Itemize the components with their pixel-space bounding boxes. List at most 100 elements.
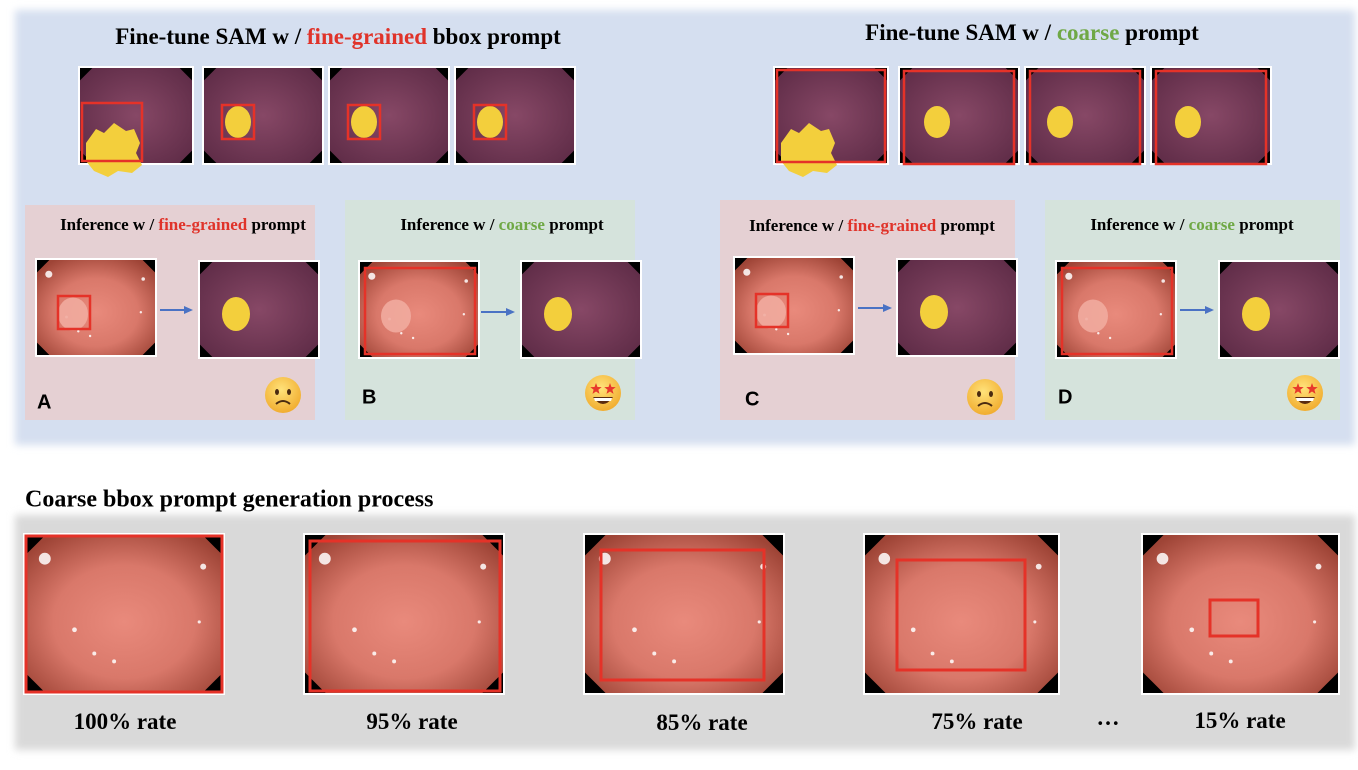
image-corner	[1143, 535, 1164, 556]
title-suffix: prompt	[1125, 20, 1199, 45]
image-corner	[627, 344, 640, 357]
specular	[477, 620, 481, 624]
endoscopy-image	[200, 262, 318, 357]
title-prefix: Inference w /	[749, 216, 844, 235]
image-corner	[305, 344, 318, 357]
endoscopy-image	[900, 68, 1018, 163]
polyp	[58, 297, 88, 331]
specular	[400, 332, 403, 335]
image-corner	[309, 68, 322, 81]
panel-title: Inference w / coarse prompt	[400, 215, 603, 235]
specular	[949, 659, 954, 664]
specular	[1209, 651, 1214, 656]
image-corner	[25, 672, 46, 693]
emoji	[265, 377, 301, 413]
image-corner	[456, 68, 469, 81]
specular	[112, 659, 117, 664]
mask-blob	[477, 106, 503, 138]
panel-label: D	[1058, 386, 1073, 409]
panel-label: C	[745, 388, 760, 411]
image-corner	[1057, 262, 1070, 275]
bbox	[80, 101, 144, 163]
endoscopy-image	[1026, 68, 1144, 163]
image-corner	[1220, 344, 1233, 357]
image-corner	[330, 68, 343, 81]
mask-blob	[225, 106, 251, 138]
image-corner	[305, 262, 318, 275]
image-corner	[1220, 262, 1233, 275]
emoji	[1287, 375, 1323, 411]
emoji-mouth	[275, 400, 291, 405]
endoscopy-image	[360, 262, 478, 357]
image-corner	[37, 342, 50, 355]
specular	[1097, 332, 1100, 335]
bbox	[775, 68, 887, 164]
title-prefix: Inference w /	[60, 215, 155, 234]
panel-label: A	[37, 391, 52, 414]
specular	[38, 552, 51, 565]
image-corner	[142, 260, 155, 273]
endoscopy-image	[456, 68, 574, 163]
emoji-teeth	[594, 398, 612, 401]
image-corner	[762, 672, 783, 693]
image-corner	[179, 68, 192, 81]
image-corner	[204, 150, 217, 163]
image-corner	[330, 150, 343, 163]
image-corner	[204, 68, 217, 81]
image-corner	[1317, 535, 1338, 556]
bbox	[472, 103, 508, 141]
bbox	[346, 103, 382, 141]
title-highlight: fine-grained	[158, 215, 248, 234]
arrow-head	[1205, 306, 1214, 314]
image-corner	[202, 535, 223, 556]
bbox	[24, 534, 224, 694]
title-prefix: Inference w /	[400, 215, 495, 234]
specular	[1159, 313, 1163, 316]
panel-title: Inference w / fine-grained prompt	[749, 216, 995, 236]
specular	[392, 659, 397, 664]
rate-label: 75% rate	[931, 709, 1023, 734]
endoscopy-image	[898, 260, 1016, 355]
endoscopy-image	[1143, 535, 1338, 693]
image-corner	[898, 342, 911, 355]
specular	[930, 651, 935, 656]
image-corner	[627, 262, 640, 275]
image-corner	[1037, 672, 1058, 693]
rate-label: 95% rate	[366, 709, 458, 734]
title-highlight: coarse	[498, 215, 545, 234]
ellipsis: …	[1096, 705, 1120, 730]
image-corner	[456, 150, 469, 163]
specular	[837, 309, 841, 312]
bbox	[56, 294, 92, 331]
image-corner	[202, 672, 223, 693]
specular	[1315, 563, 1322, 570]
mask-blob	[351, 106, 377, 138]
emoji-eye	[1292, 383, 1304, 394]
image-corner	[1143, 672, 1164, 693]
image-corner	[1037, 535, 1058, 556]
endoscopy-image	[204, 68, 322, 163]
polyp	[381, 299, 411, 333]
image-corner	[482, 672, 503, 693]
specular	[88, 334, 92, 338]
image-corner	[200, 262, 213, 275]
endoscopy-image	[305, 535, 503, 693]
specular	[1189, 627, 1195, 633]
specular	[197, 620, 201, 624]
bbox	[363, 266, 477, 356]
arrow-head	[506, 308, 515, 316]
bbox	[308, 539, 502, 693]
mask-blob	[781, 123, 837, 177]
emoji-mouth	[977, 402, 993, 407]
specular	[72, 627, 77, 633]
image-corner	[735, 340, 748, 353]
emoji-eye	[590, 383, 602, 394]
arrow-head	[883, 304, 892, 312]
endoscopy-image	[522, 262, 640, 357]
image-corner	[142, 342, 155, 355]
polyp	[1078, 299, 1108, 333]
generation-title: Coarse bbox prompt generation process	[25, 486, 434, 513]
image-corner	[1325, 262, 1338, 275]
specular	[652, 651, 657, 656]
